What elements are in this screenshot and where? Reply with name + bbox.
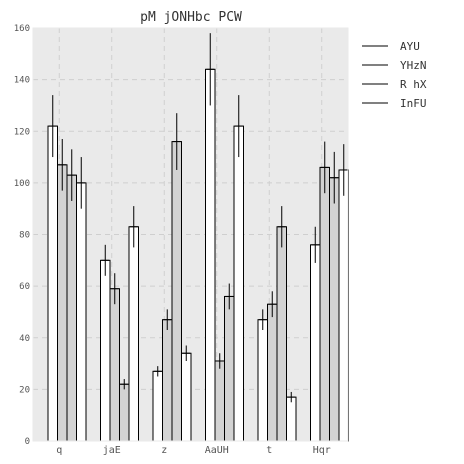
x-axis: q jaE z AaUH t Hqr: [56, 445, 331, 456]
bar: [338, 169, 349, 442]
y-tick-label: 0: [25, 437, 30, 447]
bar: [310, 244, 321, 442]
x-tick-label: Hqr: [313, 445, 331, 456]
error-bars: [48, 33, 348, 403]
bar: [214, 360, 225, 442]
y-tick-label: 160: [14, 24, 30, 34]
bar: [286, 396, 297, 442]
bar: [224, 295, 235, 442]
bar: [205, 68, 216, 442]
legend-label: R hX: [400, 78, 427, 91]
bar: [276, 226, 287, 442]
y-tick-label: 120: [14, 127, 30, 137]
plot-border: [32, 27, 349, 442]
bar: [100, 259, 111, 442]
bar: [181, 352, 192, 442]
chart-title: pM jONHbc PCW: [140, 10, 242, 25]
bar: [57, 164, 68, 442]
legend: AYU YHzN R hX InFU: [362, 40, 427, 110]
x-tick-label: t: [266, 445, 272, 456]
legend-label: InFU: [400, 97, 427, 110]
bar: [109, 288, 120, 442]
x-tick-label: AaUH: [205, 445, 229, 456]
bar: [257, 319, 268, 442]
legend-label: YHzN: [400, 59, 427, 72]
bar: [76, 182, 87, 442]
x-tick-label: jaE: [103, 445, 121, 456]
bar: [47, 125, 58, 442]
y-tick-label: 40: [19, 334, 30, 344]
bar: [171, 141, 182, 442]
y-tick-label: 80: [19, 231, 30, 241]
bar: [152, 370, 163, 442]
bar: [319, 166, 330, 442]
bar: [233, 125, 244, 442]
y-tick-label: 100: [14, 179, 30, 189]
bar: [329, 177, 340, 442]
bar: [128, 226, 139, 442]
legend-label: AYU: [400, 40, 420, 53]
bar: [267, 303, 278, 442]
y-tick-label: 140: [14, 76, 30, 86]
y-tick-label: 20: [19, 385, 30, 395]
x-tick-label: z: [161, 445, 167, 456]
bar: [119, 383, 130, 442]
y-axis: 0 20 40 60 80 100 120 140 160: [14, 24, 30, 447]
y-tick-label: 60: [19, 282, 30, 292]
bar: [162, 319, 173, 442]
x-tick-label: q: [56, 445, 62, 456]
bar: [66, 174, 77, 442]
